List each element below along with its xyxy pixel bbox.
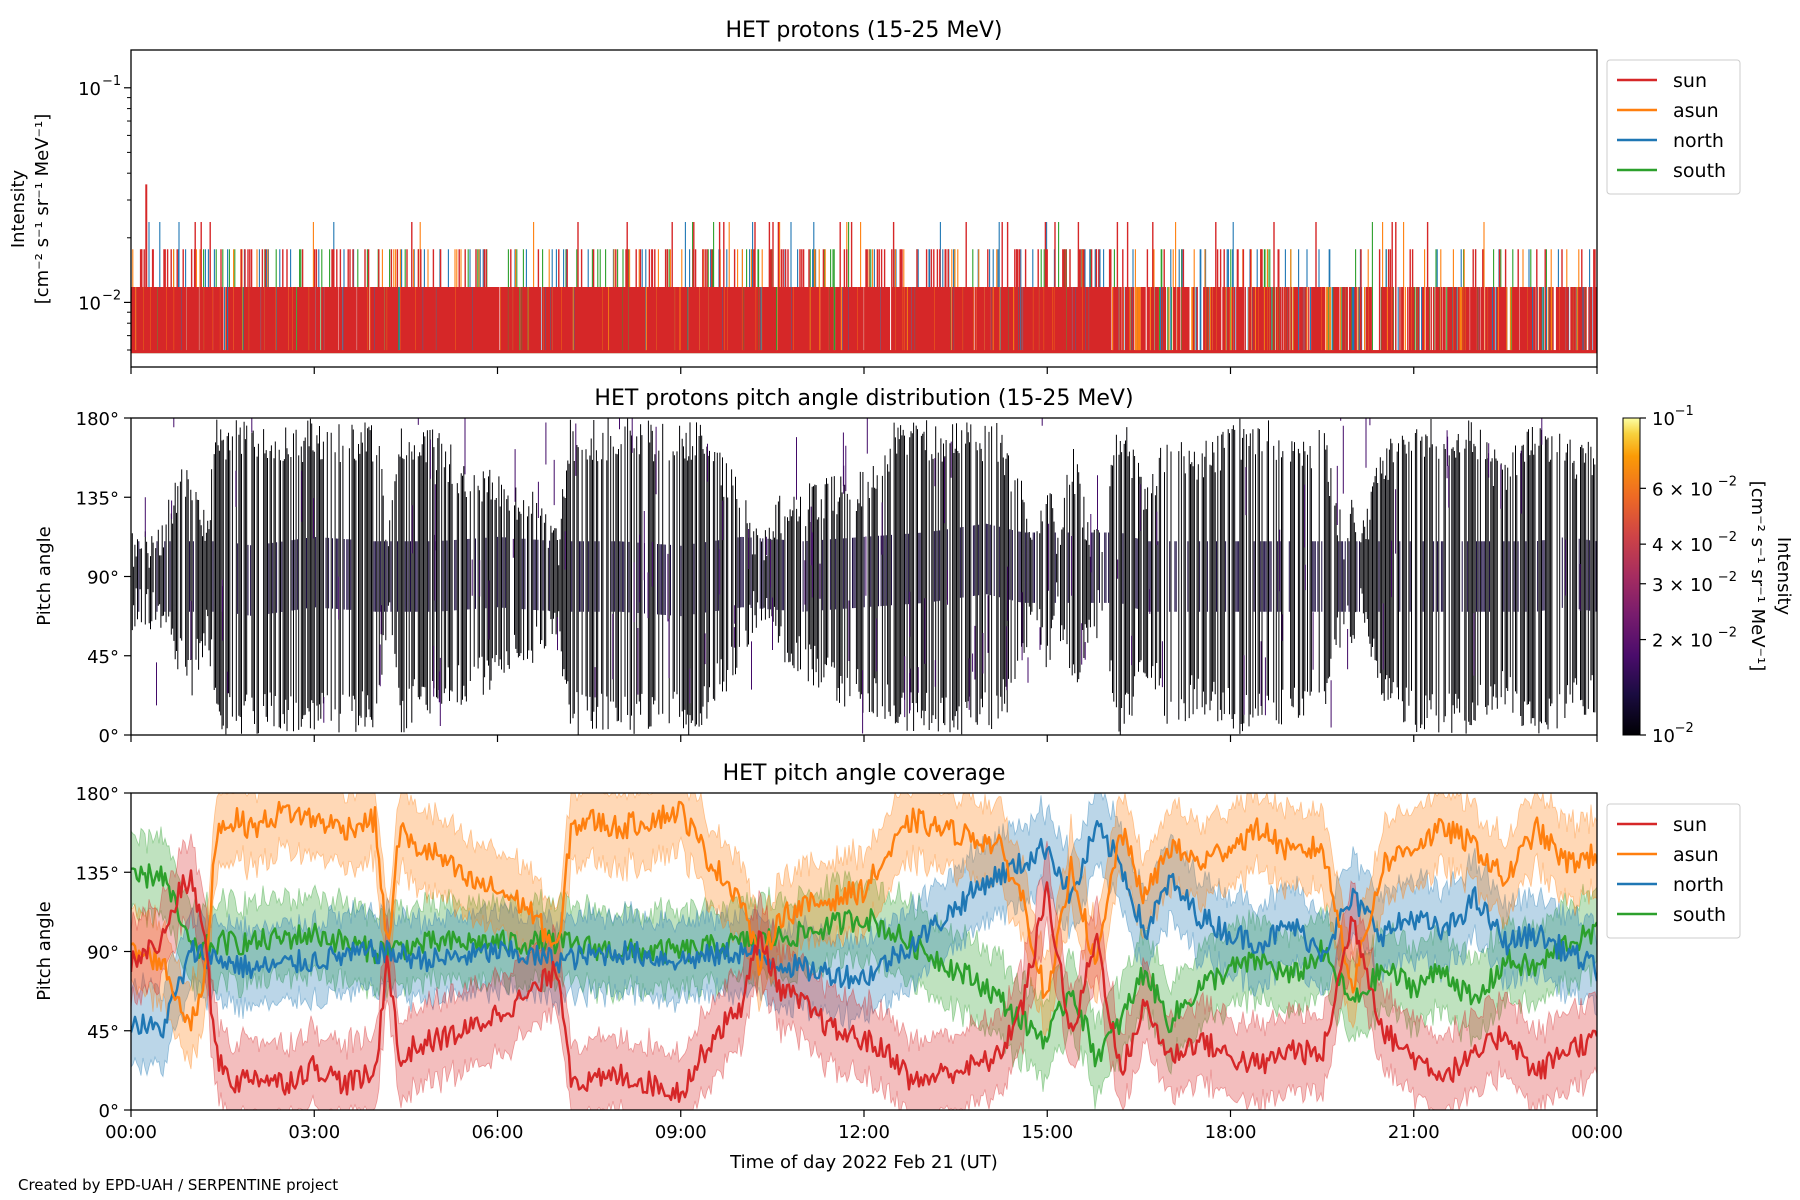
legend-label-north: north <box>1673 874 1724 896</box>
colorbar-tick-label: 4 × 10 <box>1652 535 1713 556</box>
line-sun <box>131 869 1597 1103</box>
colorbar-label-line1: Intensity <box>1773 537 1794 616</box>
colorbar-tick-label: 3 × 10 <box>1652 575 1713 596</box>
panel3-legend: sun asun north south <box>1606 803 1741 939</box>
panel1-ytick-label: 10 <box>78 79 101 100</box>
legend-box <box>1606 803 1741 939</box>
colorbar-ticks: 10 −16 × 10 −24 × 10 −23 × 10 −22 × 10 −210 −2 <box>1640 404 1737 747</box>
colorbar-tick-exp: −2 <box>1718 626 1737 641</box>
colorbar-tick-label: 6 × 10 <box>1652 479 1713 500</box>
panel2-ytick-label: 45° <box>87 647 119 668</box>
legend-label-south: south <box>1673 904 1726 926</box>
line-south <box>131 863 1597 1068</box>
panel2-title: HET protons pitch angle distribution (15… <box>594 386 1133 411</box>
colorbar-gradient <box>1622 417 1641 736</box>
panel3-xtick-label: 03:00 <box>288 1122 340 1143</box>
panel1-ylabel-line2: [cm⁻² s⁻¹ sr⁻¹ MeV⁻¹] <box>32 114 53 305</box>
panel3-xtick-label: 00:00 <box>1571 1122 1623 1143</box>
panel3-xtick-label: 12:00 <box>838 1122 890 1143</box>
colorbar-tick-label: 10 <box>1652 409 1675 430</box>
colorbar-tick-exp: −2 <box>1718 474 1737 489</box>
panel-coverage: HET pitch angle coverage Pitch angle 0° 4… <box>34 761 1741 1173</box>
pad-cells-highlight <box>144 418 1597 734</box>
panel2-ytick-label: 135° <box>76 488 119 509</box>
colorbar-tick-label: 2 × 10 <box>1652 631 1713 652</box>
panel3-xtick-label: 09:00 <box>655 1122 707 1143</box>
panel3-xtick-label: 18:00 <box>1205 1122 1257 1143</box>
panel-intensity: HET protons (15-25 MeV) Intensity [cm⁻² … <box>8 18 1741 374</box>
panel1-ytick-exp: −2 <box>102 288 121 303</box>
panel-pad: HET protons pitch angle distribution (15… <box>34 386 1794 747</box>
panel2-ylabel: Pitch angle <box>34 526 55 625</box>
band-sun <box>131 833 1597 1110</box>
footer-credit: Created by EPD-UAH / SERPENTINE project <box>18 1176 339 1194</box>
pad-cells <box>131 418 1596 735</box>
legend-label-south: south <box>1673 160 1726 182</box>
legend-box <box>1606 59 1741 195</box>
panel2-ytick-label: 90° <box>87 568 119 589</box>
colorbar: 10 −16 × 10 −24 × 10 −23 × 10 −22 × 10 −210 −2… <box>1622 404 1794 747</box>
line-asun <box>131 800 1597 1032</box>
panel3-xtick-label: 21:00 <box>1388 1122 1440 1143</box>
panel3-ytick-label: 0° <box>99 1101 119 1122</box>
panel1-yticks: 10−110−2 <box>78 74 131 351</box>
panel2-xticks <box>130 735 1598 742</box>
panel2-heatmap <box>131 418 1597 735</box>
panel3-ylabel: Pitch angle <box>34 901 55 1000</box>
panel2-ytick-label: 0° <box>99 726 119 747</box>
panel2-ytick-label: 180° <box>76 409 119 430</box>
panel1-xticks <box>130 367 1598 374</box>
panel1-title: HET protons (15-25 MeV) <box>726 18 1003 43</box>
colorbar-tick-exp: −1 <box>1675 404 1694 419</box>
legend-label-north: north <box>1673 130 1724 152</box>
panel3-xtick-label: 06:00 <box>472 1122 524 1143</box>
panel2-yticks: 0° 45° 90° 135° 180° <box>76 409 131 747</box>
panel1-ytick-exp: −1 <box>102 74 121 89</box>
legend-label-asun: asun <box>1673 100 1719 122</box>
series-sun-path <box>131 222 1597 352</box>
panel3-ytick-label: 45° <box>87 1022 119 1043</box>
panel3-xtick-label: 00:00 <box>105 1122 157 1143</box>
colorbar-tick-exp: −2 <box>1675 721 1694 736</box>
panel3-ytick-label: 180° <box>76 784 119 805</box>
panel3-ytick-label: 90° <box>87 943 119 964</box>
colorbar-tick-label: 10 <box>1652 726 1675 747</box>
panel1-ytick-label: 10 <box>78 293 101 314</box>
colorbar-tick-exp: −2 <box>1718 530 1737 545</box>
panel3-xlabel: Time of day 2022 Feb 21 (UT) <box>729 1152 998 1173</box>
panel3-ytick-label: 135° <box>76 863 119 884</box>
panel1-legend: sun asun north south <box>1606 59 1741 195</box>
panel3-xticks: 00:00 03:00 06:00 09:00 12:00 15:00 18:00 21:00… <box>105 1110 1623 1143</box>
line-north <box>131 820 1597 1039</box>
panel1-ylabel: Intensity [cm⁻² s⁻¹ sr⁻¹ MeV⁻¹] <box>8 114 53 305</box>
panel1-series <box>131 184 1597 354</box>
legend-label-sun: sun <box>1673 814 1707 836</box>
legend-label-sun: sun <box>1673 70 1707 92</box>
colorbar-tick-exp: −2 <box>1718 570 1737 585</box>
series-sun-spikes <box>131 222 1597 354</box>
panel1-ylabel-line1: Intensity <box>8 169 29 248</box>
legend-label-asun: asun <box>1673 844 1719 866</box>
pad-cells-core <box>138 523 1597 617</box>
panel3-yticks: 0° 45° 90° 135° 180° <box>76 784 131 1122</box>
band-asun <box>131 793 1597 1070</box>
panel3-lines <box>131 800 1597 1103</box>
panel3-xtick-label: 15:00 <box>1021 1122 1073 1143</box>
colorbar-label-line2: [cm⁻² s⁻¹ sr⁻¹ MeV⁻¹] <box>1747 481 1768 672</box>
panel3-title: HET pitch angle coverage <box>723 761 1006 786</box>
